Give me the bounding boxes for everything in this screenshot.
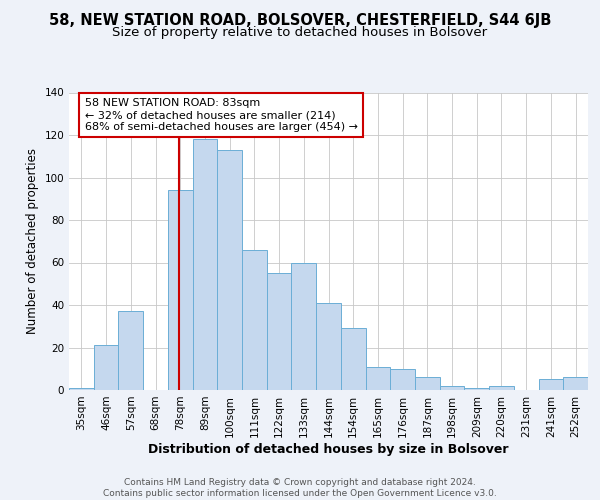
Bar bbox=[267, 273, 292, 390]
Text: Size of property relative to detached houses in Bolsover: Size of property relative to detached ho… bbox=[112, 26, 488, 39]
Bar bbox=[440, 386, 464, 390]
Bar bbox=[193, 139, 217, 390]
Text: 58 NEW STATION ROAD: 83sqm
← 32% of detached houses are smaller (214)
68% of sem: 58 NEW STATION ROAD: 83sqm ← 32% of deta… bbox=[85, 98, 358, 132]
Bar bbox=[390, 369, 415, 390]
Bar bbox=[69, 388, 94, 390]
X-axis label: Distribution of detached houses by size in Bolsover: Distribution of detached houses by size … bbox=[148, 442, 509, 456]
Bar bbox=[539, 380, 563, 390]
Bar bbox=[415, 377, 440, 390]
Bar bbox=[242, 250, 267, 390]
Bar bbox=[217, 150, 242, 390]
Bar bbox=[341, 328, 365, 390]
Text: 58, NEW STATION ROAD, BOLSOVER, CHESTERFIELD, S44 6JB: 58, NEW STATION ROAD, BOLSOVER, CHESTERF… bbox=[49, 12, 551, 28]
Text: Contains HM Land Registry data © Crown copyright and database right 2024.
Contai: Contains HM Land Registry data © Crown c… bbox=[103, 478, 497, 498]
Bar bbox=[168, 190, 193, 390]
Bar bbox=[464, 388, 489, 390]
Bar bbox=[563, 377, 588, 390]
Bar bbox=[365, 366, 390, 390]
Bar bbox=[118, 312, 143, 390]
Bar bbox=[489, 386, 514, 390]
Bar bbox=[292, 262, 316, 390]
Bar bbox=[316, 303, 341, 390]
Y-axis label: Number of detached properties: Number of detached properties bbox=[26, 148, 39, 334]
Bar bbox=[94, 346, 118, 390]
